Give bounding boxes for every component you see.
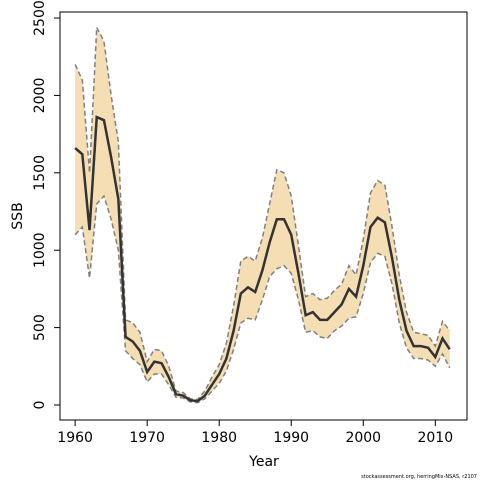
y-tick-label: 0 — [32, 401, 48, 410]
y-tick-label: 2500 — [32, 0, 48, 36]
y-tick-label: 500 — [32, 314, 48, 341]
x-tick-label: 2010 — [417, 430, 453, 446]
y-tick-label: 2000 — [32, 78, 48, 114]
ssb-line — [74, 115, 451, 403]
y-tick-label: 1500 — [32, 155, 48, 191]
x-tick-label: 1990 — [273, 430, 309, 446]
lower-bound — [74, 194, 451, 404]
plot-frame — [59, 11, 468, 421]
x-tick-label: 1960 — [57, 430, 93, 446]
y-axis-label: SSB — [10, 202, 26, 229]
confidence-band — [75, 27, 450, 403]
x-tick-label: 1980 — [201, 430, 237, 446]
y-tick-label: 1000 — [32, 232, 48, 268]
x-axis-label: Year — [248, 454, 279, 470]
x-tick-label: 2000 — [345, 430, 381, 446]
footer: stockassessment.org, herringMix-NSAS, r2… — [361, 474, 477, 480]
x-tick-label: 1970 — [129, 430, 165, 446]
